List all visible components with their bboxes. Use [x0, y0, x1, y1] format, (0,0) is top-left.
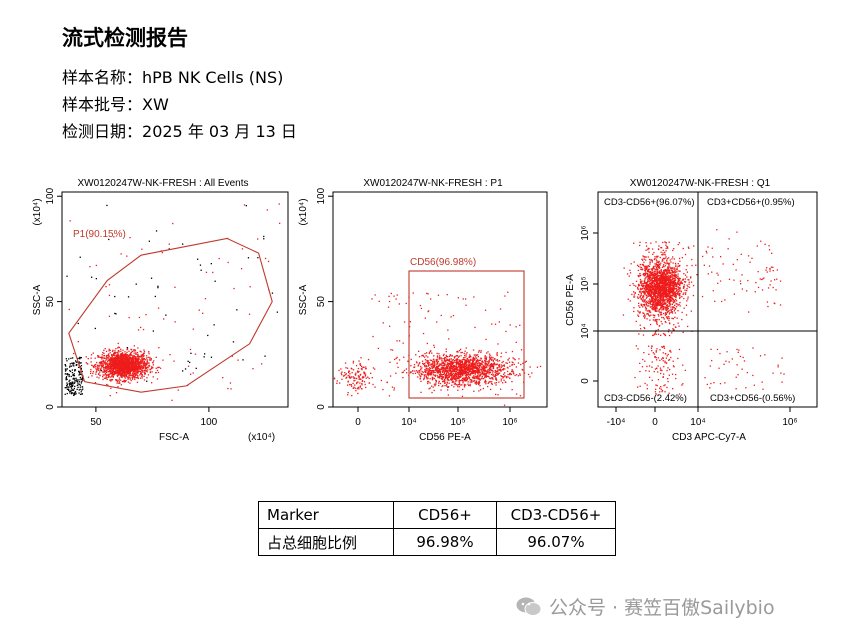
sample-name-line: 样本名称：hPB NK Cells (NS): [62, 64, 283, 88]
sample-name-label: 样本名称：: [62, 68, 143, 87]
plot3-xlabel: CD3 APC-Cy7-A: [672, 432, 746, 443]
plot2-title: XW0120247W-NK-FRESH : P1: [363, 178, 503, 189]
plot2-events: [333, 291, 542, 406]
plot3-xtick-label: -10⁴: [607, 417, 626, 428]
plot1-x-multiplier: (x10⁴): [248, 432, 275, 443]
plot1-y-multiplier: (x10⁴): [32, 198, 43, 225]
plot2-frame: [332, 191, 548, 408]
table-cell: 占总细胞比例: [258, 528, 394, 556]
table-header-cell: Marker: [258, 501, 394, 529]
plot1-xlabel: FSC-A: [159, 432, 189, 443]
plot2-y-multiplier: (x10⁴): [298, 198, 309, 225]
gate-p1-label: P1(90.15%): [73, 229, 126, 240]
plot2-ytick-label: 0: [316, 404, 327, 410]
plot3-ytick-label: 10⁴: [580, 323, 591, 338]
plot1-title: XW0120247W-NK-FRESH : All Events: [78, 178, 249, 189]
summary-table: Marker CD56+ CD3-CD56+ 占总细胞比例 96.98% 96.…: [258, 501, 616, 556]
quadrant-lr-label: CD3+CD56-(0.56%): [710, 393, 795, 404]
watermark-text: 公众号 · 赛笠百傲Sailybio: [549, 597, 775, 619]
plot2-xtick-label: 0: [355, 417, 361, 428]
table-cell: 96.98%: [393, 528, 497, 556]
watermark: 公众号 · 赛笠百傲Sailybio: [515, 593, 775, 620]
plot3-ticks: -10⁴ 0 10⁴ 10⁶ 0 10⁴ 10⁵ 10⁶: [580, 225, 798, 428]
plot2-xtick-label: 10⁴: [401, 417, 416, 428]
date-label: 检测日期：: [62, 122, 143, 141]
quadrant-ll-label: CD3-CD56-(2.42%): [604, 393, 687, 404]
plot3-frame: [597, 191, 818, 408]
plot1-xtick-label: 50: [90, 417, 102, 428]
plot2-xlabel: CD56 PE-A: [419, 432, 471, 443]
quadrant-ul-label: CD3-CD56+(96.07%): [604, 197, 695, 208]
plot1-ytick-label: 50: [45, 296, 56, 308]
sample-name-value: hPB NK Cells (NS): [142, 68, 284, 87]
table-row: 占总细胞比例 96.98% 96.07%: [258, 528, 616, 556]
gate-cd56-label: CD56(96.98%): [410, 257, 476, 268]
gate-cd56: [408, 270, 525, 399]
table-header-cell: CD3-CD56+: [496, 501, 616, 529]
plot2-xtick-label: 10⁶: [502, 417, 517, 428]
gate-p1: [68, 237, 273, 393]
plot1-ytick-label: 100: [45, 187, 56, 204]
table-cell: 96.07%: [496, 528, 616, 556]
plot1-frame: [61, 191, 289, 408]
date-line: 检测日期：2025 年 03 月 13 日: [62, 118, 297, 142]
plot2-xtick-label: 10⁵: [450, 417, 465, 428]
plot3-xtick-label: 0: [652, 417, 658, 428]
plot3-ytick-label: 10⁶: [580, 225, 591, 240]
quadrant-ur-label: CD3+CD56+(0.95%): [707, 197, 795, 208]
plot-q1: XW0120247W-NK-FRESH : Q1 CD3-CD56+(96.07…: [565, 178, 818, 443]
report-title: 流式检测报告: [62, 26, 188, 50]
plot3-xtick-label: 10⁴: [690, 417, 705, 428]
plot3-ytick-label: 10⁵: [580, 276, 591, 291]
plot1-ticks: 50 100 0 50 100: [45, 187, 218, 428]
plot-p1: XW0120247W-NK-FRESH : P1 CD56(96.98%) 0 1…: [298, 178, 548, 443]
plot3-xtick-label: 10⁶: [782, 417, 797, 428]
date-value: 2025 年 03 月 13 日: [142, 122, 297, 141]
plot3-ylabel: CD56 PE-A: [565, 274, 576, 326]
batch-line: 样本批号：XW: [62, 91, 169, 115]
table-header-cell: CD56+: [393, 501, 497, 529]
plot2-ticks: 0 10⁴ 10⁵ 10⁶ 0 50 100: [316, 187, 518, 428]
plot1-events: [64, 203, 281, 401]
plot3-events: [622, 229, 785, 396]
plot1-ytick-label: 0: [45, 404, 56, 410]
plot2-ytick-label: 50: [316, 296, 327, 308]
plot1-ylabel: SSC-A: [32, 284, 43, 315]
plot-all-events: XW0120247W-NK-FRESH : All Events P1(90.1…: [32, 178, 289, 443]
plot2-ytick-label: 100: [316, 187, 327, 204]
batch-value: XW: [142, 95, 169, 114]
plot2-ylabel: SSC-A: [298, 284, 309, 315]
plot3-title: XW0120247W-NK-FRESH : Q1: [630, 178, 771, 189]
batch-label: 样本批号：: [62, 95, 143, 114]
table-header-row: Marker CD56+ CD3-CD56+: [258, 501, 616, 529]
plot1-xtick-label: 100: [201, 417, 218, 428]
flow-plots: XW0120247W-NK-FRESH : All Events P1(90.1…: [32, 178, 818, 443]
plot3-ytick-label: 0: [580, 378, 591, 384]
wechat-icon: [516, 597, 542, 616]
